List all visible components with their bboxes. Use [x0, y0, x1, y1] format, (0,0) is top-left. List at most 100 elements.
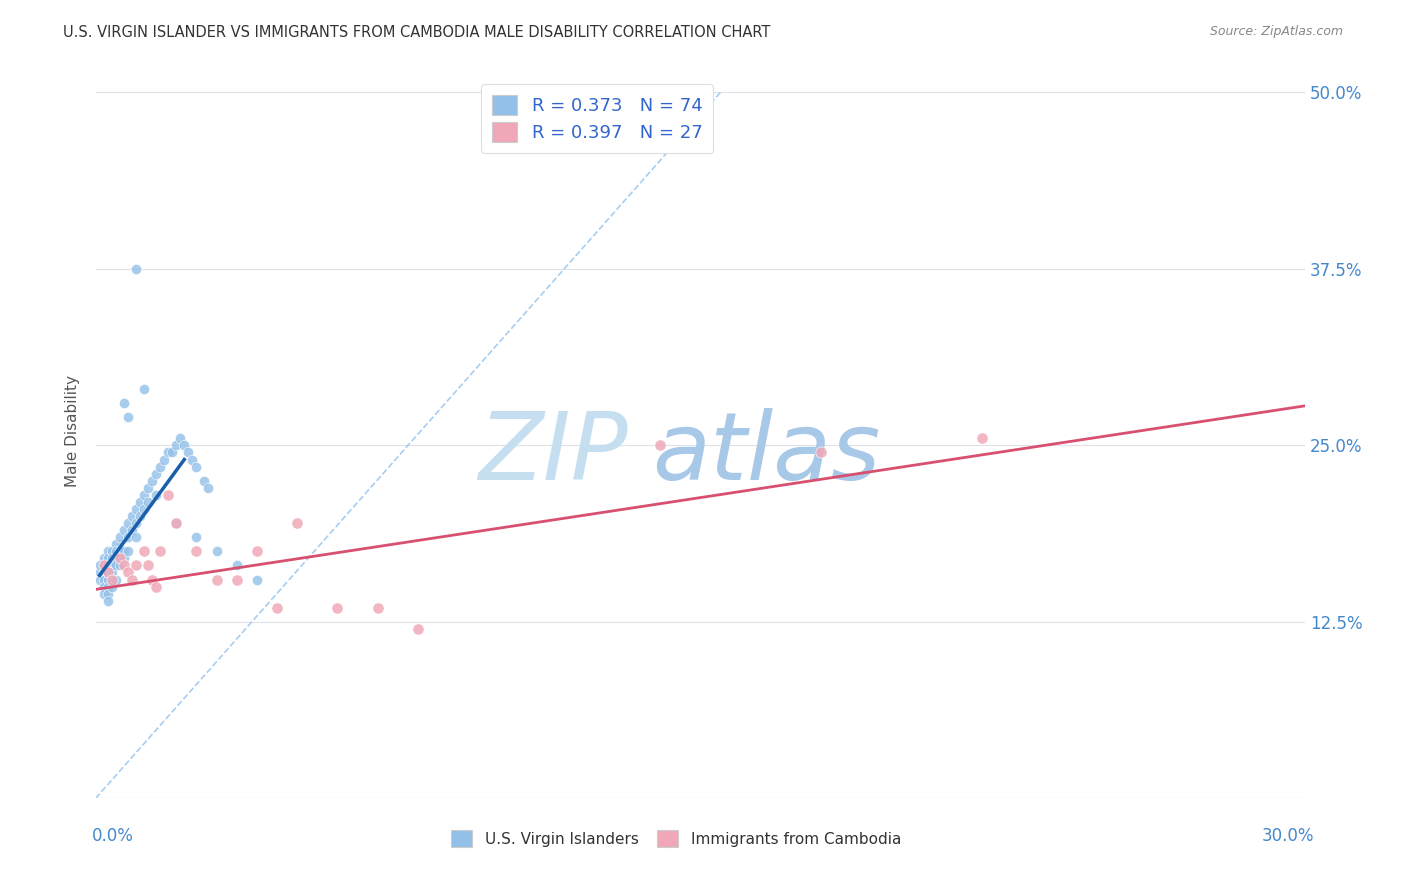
Point — [810, 445, 832, 459]
Point — [125, 261, 148, 276]
Point — [97, 587, 120, 601]
Point — [112, 396, 135, 410]
Point — [97, 566, 120, 580]
Point — [100, 544, 122, 558]
Point — [125, 516, 148, 530]
Point — [93, 551, 115, 566]
Y-axis label: Male Disability: Male Disability — [65, 376, 80, 487]
Point — [136, 558, 159, 573]
Point — [117, 516, 139, 530]
Point — [121, 573, 143, 587]
Point — [225, 573, 247, 587]
Point — [100, 573, 122, 587]
Point — [97, 580, 120, 594]
Point — [112, 523, 135, 537]
Point — [285, 516, 308, 530]
Point — [181, 452, 204, 467]
Point — [125, 558, 148, 573]
Point — [136, 495, 159, 509]
Point — [100, 558, 122, 573]
Point — [205, 573, 228, 587]
Point — [117, 566, 139, 580]
Point — [197, 481, 219, 495]
Point — [100, 580, 122, 594]
Point — [100, 566, 122, 580]
Point — [132, 382, 155, 396]
Point — [97, 544, 120, 558]
Point — [141, 474, 163, 488]
Point — [121, 508, 143, 523]
Point — [104, 551, 127, 566]
Point — [97, 551, 120, 566]
Point — [165, 438, 187, 452]
Point — [132, 488, 155, 502]
Point — [186, 530, 208, 544]
Point — [108, 544, 131, 558]
Point — [108, 530, 131, 544]
Point — [89, 566, 111, 580]
Point — [89, 558, 111, 573]
Point — [141, 573, 163, 587]
Point — [193, 474, 215, 488]
Point — [93, 587, 115, 601]
Legend: U.S. Virgin Islanders, Immigrants from Cambodia: U.S. Virgin Islanders, Immigrants from C… — [444, 824, 907, 853]
Text: Source: ZipAtlas.com: Source: ZipAtlas.com — [1209, 25, 1343, 38]
Point — [108, 551, 131, 566]
Point — [648, 438, 671, 452]
Point — [93, 566, 115, 580]
Point — [160, 445, 183, 459]
Point — [121, 523, 143, 537]
Point — [132, 544, 155, 558]
Point — [186, 459, 208, 474]
Point — [97, 593, 120, 607]
Point — [129, 508, 152, 523]
Point — [117, 410, 139, 425]
Point — [104, 544, 127, 558]
Point — [169, 431, 191, 445]
Point — [97, 558, 120, 573]
Point — [145, 488, 167, 502]
Point — [129, 495, 152, 509]
Text: atlas: atlas — [652, 408, 880, 499]
Point — [100, 551, 122, 566]
Text: ZIP: ZIP — [478, 408, 627, 499]
Point — [149, 459, 172, 474]
Text: U.S. VIRGIN ISLANDER VS IMMIGRANTS FROM CAMBODIA MALE DISABILITY CORRELATION CHA: U.S. VIRGIN ISLANDER VS IMMIGRANTS FROM … — [63, 25, 770, 40]
Point — [177, 445, 200, 459]
Point — [108, 551, 131, 566]
Point — [173, 438, 195, 452]
Point — [97, 566, 120, 580]
Point — [367, 600, 389, 615]
Point — [125, 502, 148, 516]
Point — [145, 580, 167, 594]
Point — [326, 600, 349, 615]
Point — [406, 622, 429, 636]
Point — [93, 558, 115, 573]
Point — [136, 481, 159, 495]
Point — [117, 530, 139, 544]
Text: 0.0%: 0.0% — [91, 827, 134, 845]
Point — [153, 452, 176, 467]
Point — [104, 537, 127, 551]
Point — [165, 516, 187, 530]
Point — [266, 600, 288, 615]
Point — [157, 445, 180, 459]
Point — [225, 558, 247, 573]
Point — [112, 558, 135, 573]
Point — [157, 488, 180, 502]
Point — [125, 530, 148, 544]
Point — [149, 544, 172, 558]
Point — [89, 573, 111, 587]
Point — [108, 558, 131, 573]
Point — [93, 558, 115, 573]
Point — [112, 544, 135, 558]
Point — [205, 544, 228, 558]
Point — [117, 544, 139, 558]
Point — [246, 573, 269, 587]
Point — [104, 558, 127, 573]
Text: 30.0%: 30.0% — [1263, 827, 1315, 845]
Point — [186, 544, 208, 558]
Point — [97, 573, 120, 587]
Point — [165, 516, 187, 530]
Point — [93, 573, 115, 587]
